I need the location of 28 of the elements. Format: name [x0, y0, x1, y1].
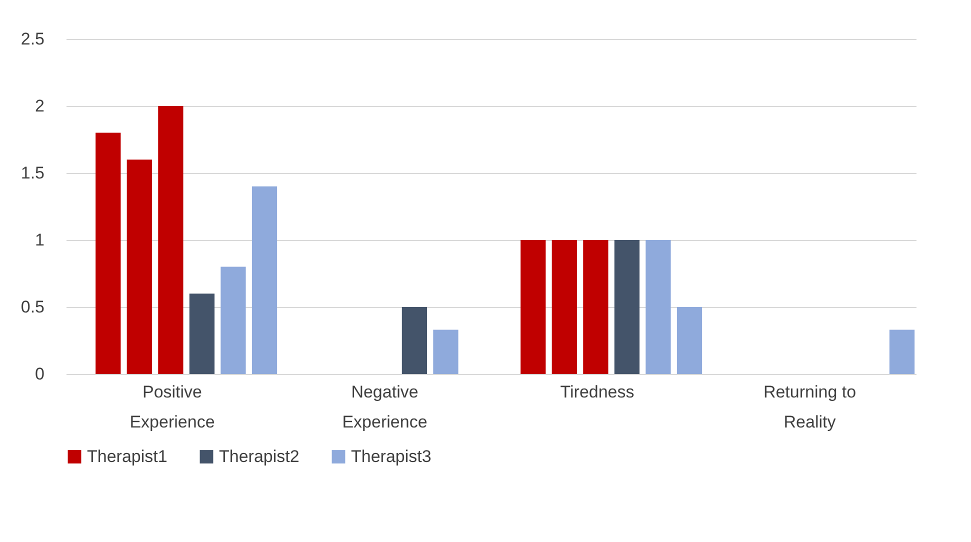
y-tick-label: 1.5: [20, 164, 44, 182]
bar: [96, 132, 121, 374]
x-tick-label: Tiredness: [560, 382, 634, 402]
bar: [889, 330, 915, 374]
legend-label: Therapist3: [351, 446, 432, 466]
bar: [433, 330, 458, 374]
x-tick-label: Positive Experience: [130, 382, 215, 432]
y-tick-label: 2.5: [20, 30, 44, 48]
bar: [646, 240, 671, 374]
y-tick-label: 2: [35, 96, 44, 116]
bar: [252, 186, 278, 374]
bar: [220, 266, 246, 374]
legend-label: Therapist2: [219, 446, 300, 466]
bar: [402, 307, 428, 374]
bar: [520, 240, 546, 374]
bar: [126, 160, 152, 374]
legend-label: Therapist1: [87, 446, 168, 466]
bar: [552, 240, 577, 374]
bar: [583, 240, 608, 374]
bar: [189, 294, 215, 374]
bar: [158, 106, 184, 374]
x-tick-label: Returning to Reality: [763, 382, 856, 432]
bar: [676, 307, 702, 374]
bar: [614, 240, 640, 374]
x-tick-label: Negative Experience: [342, 382, 428, 432]
y-tick-label: 0: [35, 364, 44, 384]
y-tick-label: 1: [35, 230, 44, 250]
y-tick-label: 0.5: [20, 298, 44, 316]
